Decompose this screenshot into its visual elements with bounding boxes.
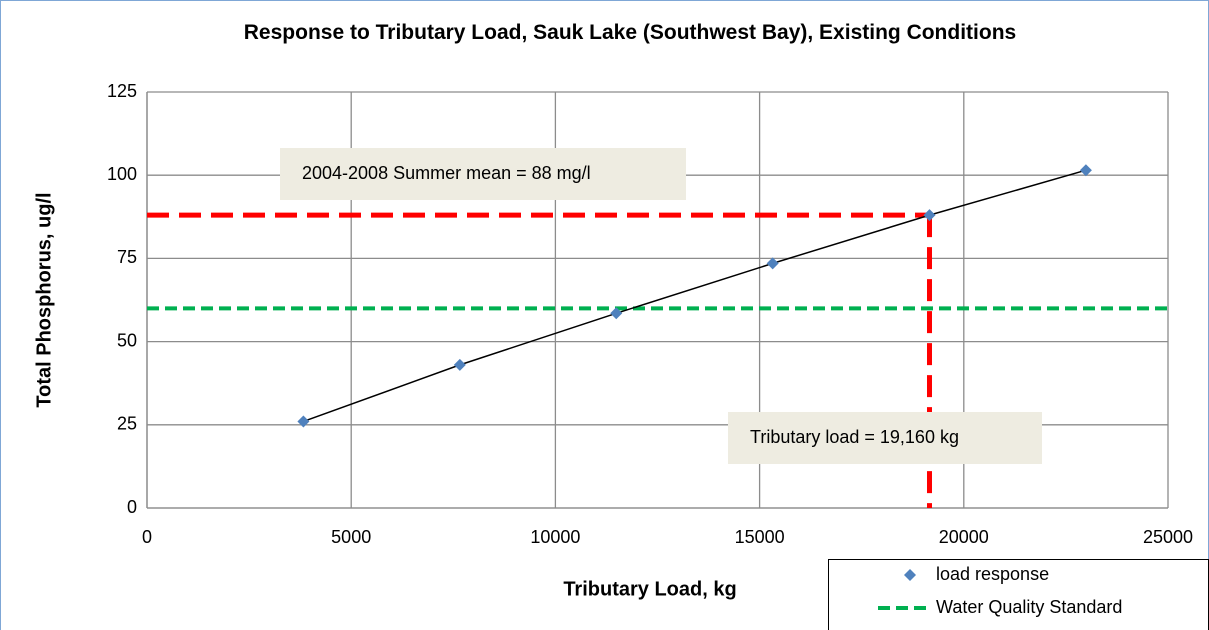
y-tick-label: 50 [117,330,137,350]
data-point [923,209,936,222]
chart-title: Response to Tributary Load, Sauk Lake (S… [243,21,1017,44]
legend-marker [904,569,916,581]
legend-label: load response [936,564,1049,584]
x-tick-label: 20000 [939,527,989,547]
y-tick-label: 25 [117,414,137,434]
data-point [453,358,466,371]
x-tick-label: 15000 [735,527,785,547]
x-tick-label: 0 [142,527,152,547]
x-tick-label: 10000 [530,527,580,547]
y-tick-label: 100 [107,164,137,184]
x-tick-label: 25000 [1143,527,1193,547]
data-point [297,415,310,428]
x-axis-label: Tributary Load, kg [563,578,736,600]
y-tick-label: 75 [117,247,137,267]
trend-line [303,169,1087,423]
annotation: Tributary load = 19,160 kg [750,427,959,447]
legend-label: Water Quality Standard [936,597,1122,617]
y-tick-label: 125 [107,81,137,101]
data-point [1079,164,1092,177]
x-tick-label: 5000 [331,527,371,547]
annotation-box [728,412,1042,464]
data-point [610,307,623,320]
legend-box [828,559,1209,630]
y-axis-label: Total Phosphorus, ug/l [33,192,55,407]
y-tick-label: 0 [127,497,137,517]
annotation: 2004-2008 Summer mean = 88 mg/l [302,163,591,183]
annotation-box [280,148,686,200]
data-point [766,257,779,270]
